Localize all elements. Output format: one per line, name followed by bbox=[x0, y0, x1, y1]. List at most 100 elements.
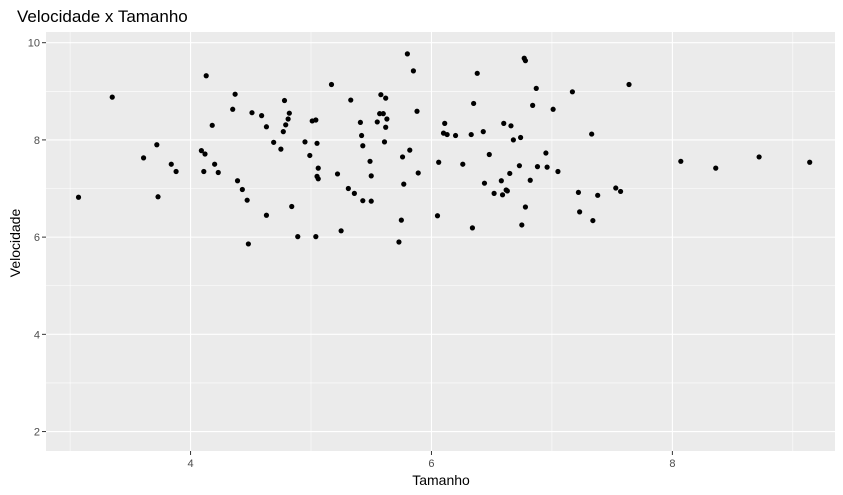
scatter-point bbox=[507, 170, 513, 177]
scatter-point bbox=[533, 85, 539, 91]
scatter-point bbox=[530, 102, 536, 108]
scatter-point bbox=[286, 110, 292, 116]
scatter-point bbox=[407, 147, 413, 153]
scatter-point bbox=[534, 164, 541, 170]
scatter-point bbox=[302, 139, 308, 145]
scatter-point bbox=[351, 190, 357, 196]
scatter-point bbox=[590, 217, 596, 224]
scatter-point bbox=[410, 68, 416, 74]
scatter-point bbox=[510, 137, 516, 143]
scatter-point bbox=[230, 106, 236, 112]
y-axis-ticks: 2 4 6 8 10 bbox=[28, 38, 46, 439]
scatter-point bbox=[198, 148, 204, 154]
scatter-point bbox=[315, 165, 321, 171]
scatter-point bbox=[527, 177, 533, 183]
scatter-point bbox=[471, 100, 477, 107]
scatter-point bbox=[468, 131, 474, 138]
scatter-point bbox=[201, 168, 207, 175]
scatter-point bbox=[569, 89, 576, 95]
minor-gridlines bbox=[46, 32, 835, 451]
scatter-point bbox=[398, 217, 404, 223]
scatter-point bbox=[404, 51, 410, 57]
scatter-point bbox=[281, 97, 288, 104]
scatter-point bbox=[203, 73, 209, 79]
scatter-point bbox=[522, 58, 529, 64]
scatter-point bbox=[555, 168, 561, 175]
scatter-point bbox=[544, 164, 550, 170]
scatter-point bbox=[444, 131, 450, 138]
scatter-point bbox=[589, 131, 595, 137]
scatter-point bbox=[313, 117, 319, 123]
scatter-point bbox=[434, 213, 441, 219]
scatter-point bbox=[436, 159, 442, 165]
plot-panel bbox=[46, 32, 835, 451]
scatter-point bbox=[215, 169, 221, 176]
scatter-point bbox=[289, 203, 295, 210]
scatter-point bbox=[263, 124, 270, 130]
major-gridlines bbox=[46, 32, 835, 451]
scatter-point bbox=[249, 110, 255, 116]
scatter-point bbox=[271, 139, 277, 145]
scatter-point bbox=[314, 140, 320, 146]
scatter-point bbox=[313, 234, 319, 240]
scatter-point bbox=[396, 239, 402, 245]
scatter-point bbox=[295, 234, 301, 240]
scatter-point bbox=[543, 150, 549, 156]
y-axis-title: Velocidade bbox=[7, 209, 23, 278]
scatter-point bbox=[368, 173, 374, 179]
x-tick-label: 4 bbox=[187, 458, 193, 470]
scatter-point bbox=[384, 116, 390, 122]
scatter-point bbox=[480, 129, 486, 135]
scatter-point bbox=[577, 209, 583, 215]
scatter-point bbox=[209, 122, 215, 128]
scatter-point bbox=[239, 186, 245, 193]
scatter-point bbox=[259, 113, 265, 119]
scatter-point bbox=[626, 81, 632, 88]
scatter-point bbox=[381, 139, 388, 145]
scatter-point bbox=[315, 176, 321, 182]
scatter-point bbox=[399, 154, 406, 160]
scatter-point bbox=[278, 146, 284, 152]
scatter-point bbox=[499, 192, 506, 198]
x-tick-label: 6 bbox=[428, 458, 434, 470]
scatter-point bbox=[469, 225, 476, 231]
scatter-point bbox=[345, 185, 351, 192]
scatter-point bbox=[360, 143, 366, 149]
scatter-point bbox=[519, 222, 525, 228]
scatter-point bbox=[575, 189, 582, 196]
scatter-point bbox=[155, 194, 161, 200]
x-axis-ticks: 4 6 8 bbox=[187, 451, 675, 470]
scatter-point bbox=[212, 161, 218, 167]
scatter-point bbox=[173, 168, 179, 175]
scatter-point bbox=[378, 92, 384, 98]
scatter-point bbox=[550, 106, 556, 112]
scatter-point bbox=[504, 188, 510, 194]
y-tick-label: 4 bbox=[34, 329, 40, 341]
scatter-point bbox=[518, 134, 524, 141]
scatter-point bbox=[359, 132, 365, 139]
scatter-point bbox=[263, 212, 270, 218]
scatter-point bbox=[474, 70, 480, 76]
scatter-point bbox=[491, 190, 497, 196]
y-tick-label: 6 bbox=[34, 232, 40, 244]
scatter-point bbox=[460, 161, 466, 167]
scatter-point bbox=[383, 124, 389, 130]
scatter-point bbox=[348, 97, 354, 103]
scatter-point bbox=[617, 188, 624, 195]
scatter-point bbox=[140, 155, 147, 161]
scatter-point bbox=[415, 170, 421, 176]
scatter-point bbox=[414, 108, 420, 114]
y-tick-label: 10 bbox=[28, 38, 40, 50]
scatter-point bbox=[328, 81, 335, 88]
scatter-point bbox=[481, 180, 488, 186]
scatter-point bbox=[807, 159, 813, 165]
scatter-point bbox=[678, 158, 684, 164]
scatter-point bbox=[168, 161, 174, 167]
x-tick-label: 8 bbox=[669, 458, 675, 470]
scatter-point bbox=[357, 119, 363, 126]
scatter-point bbox=[401, 181, 407, 187]
scatter-point bbox=[486, 151, 492, 158]
scatter-point bbox=[338, 228, 344, 234]
scatter-point bbox=[713, 165, 719, 171]
scatter-point bbox=[452, 132, 459, 139]
